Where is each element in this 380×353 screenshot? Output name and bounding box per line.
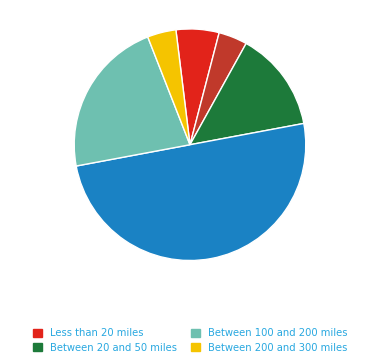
Wedge shape (76, 124, 306, 261)
Wedge shape (176, 29, 219, 145)
Legend: Less than 20 miles, Between 20 and 50 miles, Between 50 and 100 miles, Between 1: Less than 20 miles, Between 20 and 50 mi… (28, 324, 352, 353)
Wedge shape (148, 30, 190, 145)
Wedge shape (74, 37, 190, 166)
Wedge shape (190, 43, 304, 145)
Wedge shape (190, 33, 246, 145)
